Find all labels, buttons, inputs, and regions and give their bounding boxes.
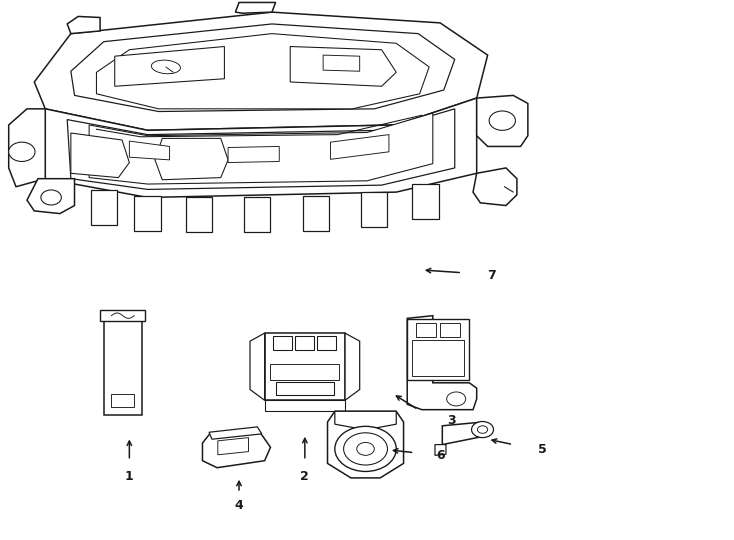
Polygon shape xyxy=(273,336,292,350)
Text: 6: 6 xyxy=(436,449,444,462)
Polygon shape xyxy=(68,109,455,190)
Circle shape xyxy=(335,427,396,471)
Polygon shape xyxy=(265,333,345,400)
Polygon shape xyxy=(407,316,476,410)
Polygon shape xyxy=(413,184,439,219)
Circle shape xyxy=(344,433,388,465)
Polygon shape xyxy=(250,333,265,400)
Polygon shape xyxy=(275,382,334,395)
Circle shape xyxy=(477,426,487,433)
Polygon shape xyxy=(203,428,270,468)
Circle shape xyxy=(41,190,62,205)
Polygon shape xyxy=(435,444,446,455)
Circle shape xyxy=(357,442,374,455)
Polygon shape xyxy=(413,340,464,376)
Polygon shape xyxy=(100,310,145,321)
Polygon shape xyxy=(407,320,469,380)
Polygon shape xyxy=(440,322,460,337)
Polygon shape xyxy=(129,141,170,160)
Polygon shape xyxy=(443,422,482,444)
Polygon shape xyxy=(89,113,433,184)
Polygon shape xyxy=(9,109,46,187)
Polygon shape xyxy=(228,146,279,163)
Polygon shape xyxy=(473,168,517,206)
Polygon shape xyxy=(236,3,275,13)
Polygon shape xyxy=(317,336,336,350)
Polygon shape xyxy=(134,196,161,231)
Polygon shape xyxy=(90,191,117,225)
Polygon shape xyxy=(265,400,345,411)
Circle shape xyxy=(447,392,465,406)
Text: 4: 4 xyxy=(235,499,244,512)
Text: 5: 5 xyxy=(538,443,547,456)
Polygon shape xyxy=(476,96,528,146)
Polygon shape xyxy=(34,12,487,130)
Polygon shape xyxy=(68,16,100,33)
Polygon shape xyxy=(330,134,389,159)
Polygon shape xyxy=(115,46,225,86)
Polygon shape xyxy=(111,394,134,407)
Text: 3: 3 xyxy=(447,414,455,427)
Polygon shape xyxy=(361,192,388,227)
Circle shape xyxy=(471,422,493,437)
Polygon shape xyxy=(327,411,404,478)
Polygon shape xyxy=(155,138,228,180)
Text: 7: 7 xyxy=(487,269,495,282)
Polygon shape xyxy=(270,364,339,380)
Circle shape xyxy=(489,111,515,130)
Polygon shape xyxy=(323,55,360,71)
Circle shape xyxy=(9,142,35,161)
Text: 2: 2 xyxy=(300,470,309,483)
Polygon shape xyxy=(71,24,455,112)
Text: 1: 1 xyxy=(125,470,134,483)
Polygon shape xyxy=(335,411,396,428)
Polygon shape xyxy=(244,198,270,232)
Polygon shape xyxy=(416,322,436,337)
Polygon shape xyxy=(103,321,142,415)
Polygon shape xyxy=(302,196,329,231)
Polygon shape xyxy=(218,437,249,455)
Polygon shape xyxy=(27,179,75,214)
Polygon shape xyxy=(345,333,360,400)
Polygon shape xyxy=(71,133,129,178)
Polygon shape xyxy=(295,336,314,350)
Polygon shape xyxy=(186,198,212,232)
Polygon shape xyxy=(290,46,396,86)
Polygon shape xyxy=(46,98,476,198)
Polygon shape xyxy=(96,33,429,109)
Ellipse shape xyxy=(151,60,181,74)
Polygon shape xyxy=(209,427,262,439)
